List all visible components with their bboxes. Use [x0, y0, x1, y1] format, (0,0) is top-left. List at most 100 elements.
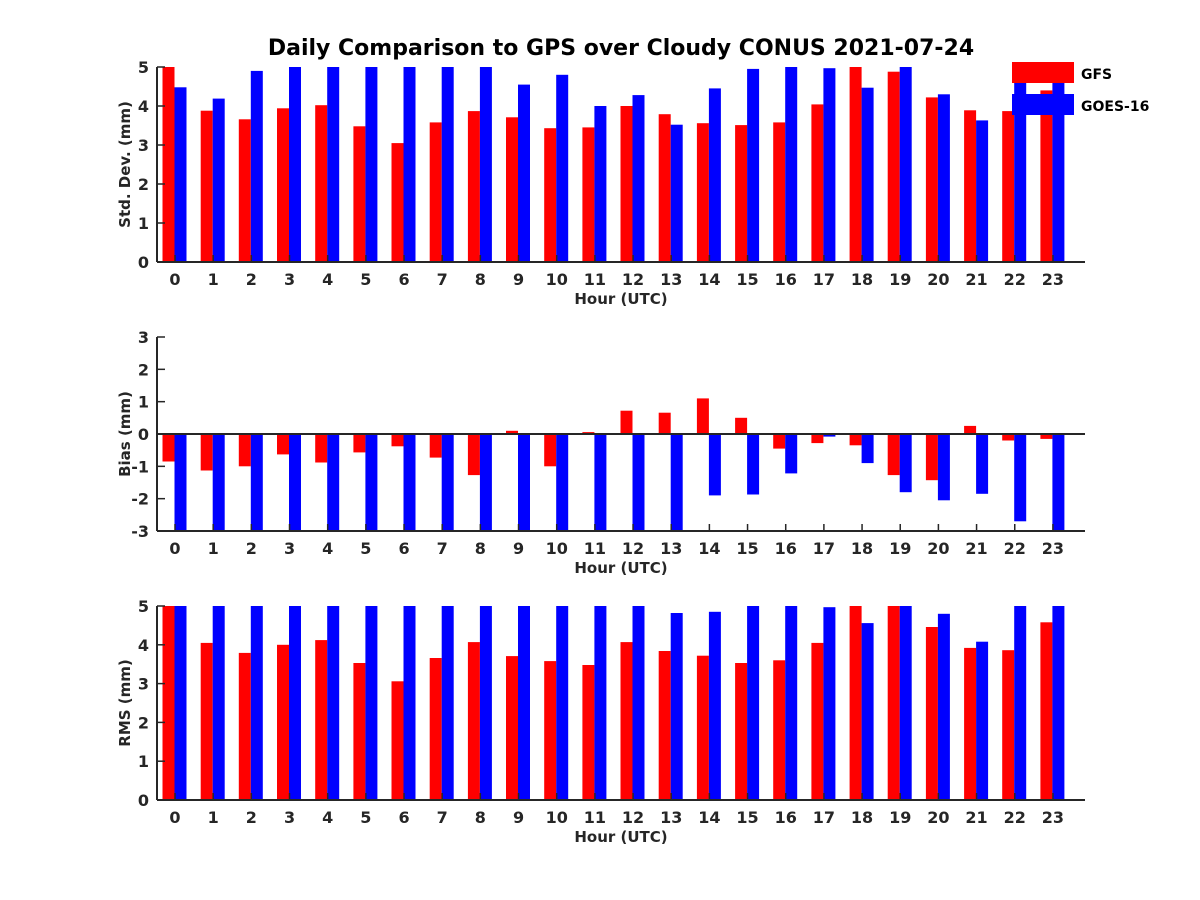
bar-goes16-hour-21 [976, 120, 989, 263]
x-tick-label: 15 [736, 539, 758, 558]
bar-goes16-hour-20 [937, 94, 950, 262]
bar-gfs-hour-1 [200, 110, 213, 262]
x-tick-label: 5 [360, 539, 371, 558]
x-tick-label: 0 [169, 539, 180, 558]
bar-gfs-hour-5 [353, 434, 366, 453]
y-tick-label: 3 [138, 328, 149, 347]
y-tick-label: 1 [138, 214, 149, 233]
y-tick-label: 0 [138, 253, 149, 272]
bar-gfs-hour-0 [162, 606, 175, 800]
bar-goes16-hour-11 [594, 606, 607, 800]
x-tick-label: 8 [475, 539, 486, 558]
bar-goes16-hour-13 [670, 124, 683, 262]
bar-gfs-hour-9 [506, 117, 518, 262]
x-tick-label: 18 [851, 808, 873, 827]
bar-goes16-hour-22 [1014, 73, 1027, 262]
bar-goes16-hour-12 [632, 434, 645, 531]
y-tick-label: -1 [131, 457, 149, 476]
bar-gfs-hour-18 [849, 606, 862, 800]
bar-gfs-hour-1 [200, 434, 213, 471]
bar-gfs-hour-2 [238, 434, 251, 467]
bar-goes16-hour-22 [1014, 606, 1027, 800]
x-tick-label: 4 [322, 539, 333, 558]
bar-gfs-hour-4 [315, 434, 328, 463]
x-axis-label: Hour (UTC) [574, 559, 667, 577]
bar-goes16-hour-2 [250, 70, 263, 263]
bar-gfs-hour-9 [506, 656, 518, 800]
bar-goes16-hour-1 [212, 434, 225, 531]
bar-goes16-hour-12 [632, 606, 645, 800]
bar-goes16-hour-9 [518, 606, 530, 800]
x-tick-label: 10 [546, 539, 568, 558]
y-tick-label: 5 [138, 58, 149, 77]
bar-goes16-hour-5 [365, 67, 378, 262]
bar-goes16-hour-10 [556, 434, 569, 531]
x-tick-label: 19 [889, 539, 911, 558]
bar-gfs-hour-6 [391, 143, 404, 262]
x-tick-label: 7 [437, 270, 448, 289]
x-tick-label: 16 [775, 270, 797, 289]
x-tick-label: 17 [813, 270, 835, 289]
series-goes16 [174, 67, 1065, 263]
bar-goes16-hour-19 [899, 606, 912, 800]
y-tick-label: 5 [138, 597, 149, 616]
x-tick-label: 0 [169, 270, 180, 289]
bar-gfs-hour-12 [620, 106, 633, 262]
bar-gfs-hour-15 [735, 125, 748, 262]
bar-goes16-hour-16 [785, 434, 798, 474]
x-tick-label: 20 [927, 808, 949, 827]
legend-label-goes16: GOES-16 [1081, 99, 1149, 115]
bar-goes16-hour-3 [289, 434, 301, 531]
x-tick-label: 5 [360, 270, 371, 289]
bar-gfs-hour-17 [811, 434, 824, 444]
x-tick-label: 13 [660, 808, 682, 827]
x-tick-label: 21 [965, 539, 987, 558]
legend-swatch-goes16 [1012, 94, 1074, 115]
bar-gfs-hour-13 [658, 651, 671, 800]
y-tick-label: 3 [138, 136, 149, 155]
x-tick-label: 17 [813, 539, 835, 558]
y-tick-label: 4 [138, 636, 149, 655]
x-tick-label: 23 [1042, 270, 1064, 289]
bar-goes16-hour-16 [785, 67, 798, 262]
x-tick-label: 12 [622, 270, 644, 289]
y-tick-label: -2 [131, 490, 149, 509]
bar-goes16-hour-22 [1014, 434, 1027, 522]
bar-gfs-hour-21 [964, 647, 977, 800]
x-tick-label: 0 [169, 808, 180, 827]
bar-goes16-hour-17 [823, 68, 836, 262]
bar-gfs-hour-17 [811, 104, 824, 263]
bar-gfs-hour-19 [887, 71, 900, 262]
bar-gfs-hour-19 [887, 606, 900, 800]
y-tick-label: 0 [138, 791, 149, 810]
bar-goes16-hour-7 [441, 434, 454, 531]
x-tick-label: 13 [660, 539, 682, 558]
bar-gfs-hour-5 [353, 663, 366, 800]
bar-gfs-hour-16 [773, 434, 786, 449]
x-tick-label: 3 [284, 808, 295, 827]
bar-goes16-hour-16 [785, 606, 798, 800]
y-tick-label: -3 [131, 522, 149, 541]
series-gfs [162, 67, 1053, 263]
bar-goes16-hour-1 [212, 98, 225, 262]
bar-goes16-hour-8 [479, 606, 492, 800]
y-axis-label: Std. Dev. (mm) [116, 101, 134, 228]
x-tick-label: 2 [246, 539, 257, 558]
bar-goes16-hour-8 [479, 434, 492, 531]
bar-goes16-hour-4 [327, 434, 340, 531]
x-tick-label: 8 [475, 808, 486, 827]
bar-gfs-hour-3 [277, 434, 289, 455]
x-tick-label: 11 [584, 270, 606, 289]
bar-goes16-hour-7 [441, 67, 454, 262]
bar-goes16-hour-6 [403, 67, 416, 262]
bar-gfs-hour-11 [582, 665, 595, 800]
bar-gfs-hour-5 [353, 126, 366, 262]
bar-gfs-hour-13 [658, 412, 671, 434]
bar-gfs-hour-20 [925, 434, 938, 481]
bar-gfs-hour-12 [620, 642, 633, 800]
x-tick-label: 12 [622, 808, 644, 827]
bar-goes16-hour-2 [250, 606, 263, 800]
x-tick-label: 20 [927, 539, 949, 558]
x-tick-label: 18 [851, 270, 873, 289]
